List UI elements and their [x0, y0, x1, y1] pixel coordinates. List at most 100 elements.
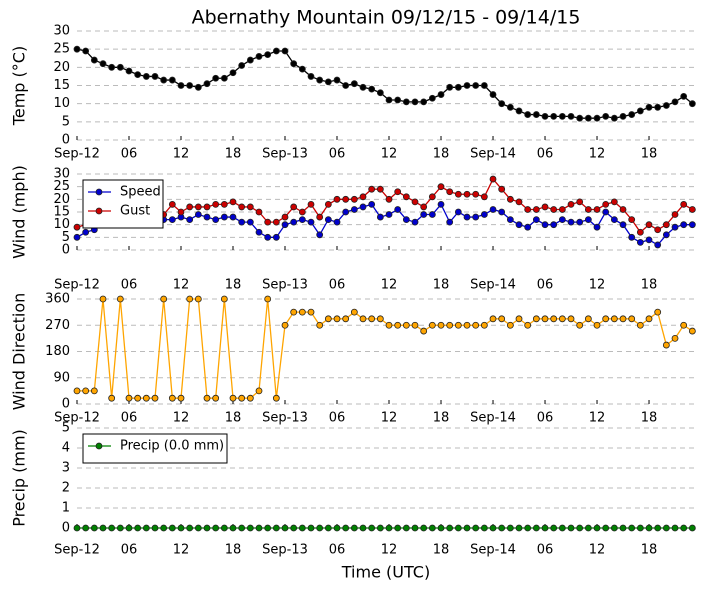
- data-point: [593, 321, 601, 329]
- y-axis-label: Temp (°C): [10, 46, 29, 126]
- data-point: [584, 114, 592, 122]
- data-point: [550, 315, 558, 323]
- data-point: [602, 524, 610, 532]
- data-point: [125, 394, 133, 402]
- y-tick-label: 0: [62, 133, 70, 148]
- data-point: [342, 208, 350, 216]
- data-point: [515, 315, 523, 323]
- data-point: [99, 524, 107, 532]
- y-tick-label: 270: [45, 318, 70, 333]
- data-point: [662, 102, 670, 109]
- x-tick-label: 18: [433, 543, 450, 558]
- data-point: [506, 195, 514, 203]
- y-tick-label: 10: [53, 96, 70, 111]
- data-point: [602, 200, 610, 208]
- data-point: [298, 65, 306, 73]
- data-point: [73, 387, 81, 395]
- data-point: [368, 185, 376, 193]
- data-point: [142, 394, 150, 402]
- data-point: [593, 223, 601, 231]
- data-point: [272, 524, 280, 532]
- x-tick-label: 18: [433, 278, 450, 293]
- y-tick-label: 180: [45, 344, 70, 359]
- data-point: [359, 83, 367, 91]
- data-point: [584, 206, 592, 213]
- y-tick-label: 10: [53, 217, 70, 232]
- data-point: [428, 193, 436, 201]
- data-point: [662, 231, 670, 239]
- x-tick-label: 18: [433, 411, 450, 426]
- y-tick-label: 90: [53, 370, 70, 385]
- x-tick-label: 06: [121, 411, 138, 426]
- x-tick-label: 06: [329, 411, 346, 426]
- data-point: [290, 308, 298, 316]
- data-point: [203, 394, 211, 402]
- data-point: [480, 82, 488, 89]
- data-point: [368, 200, 376, 208]
- data-point: [402, 524, 410, 532]
- data-point: [558, 315, 566, 323]
- data-point: [82, 228, 90, 236]
- data-point: [411, 524, 419, 532]
- data-point: [498, 100, 506, 108]
- data-point: [220, 213, 228, 221]
- data-point: [151, 73, 159, 80]
- data-point: [550, 524, 558, 532]
- y-tick-label: 3: [62, 461, 70, 476]
- legend-box: [82, 179, 164, 229]
- data-point: [246, 394, 254, 402]
- data-point: [186, 203, 194, 211]
- data-point: [610, 216, 618, 224]
- data-point: [90, 56, 98, 64]
- data-point: [307, 200, 315, 208]
- data-point: [368, 85, 376, 93]
- data-point: [437, 183, 445, 191]
- data-point: [229, 69, 237, 77]
- data-point: [688, 100, 696, 108]
- x-tick-label: 18: [225, 543, 242, 558]
- data-point: [567, 200, 575, 208]
- data-point: [108, 63, 116, 71]
- data-point: [498, 185, 506, 193]
- data-point: [142, 524, 150, 532]
- data-point: [593, 114, 601, 122]
- data-point: [212, 216, 220, 224]
- data-point: [532, 206, 540, 213]
- y-tick-label: 5: [62, 114, 70, 129]
- data-point: [662, 341, 670, 349]
- data-point: [558, 216, 566, 224]
- data-point: [203, 524, 211, 532]
- data-point: [108, 524, 116, 532]
- data-point: [324, 216, 332, 224]
- data-point: [82, 47, 90, 55]
- data-point: [281, 47, 289, 55]
- data-point: [333, 195, 341, 203]
- data-point: [281, 221, 289, 229]
- data-point: [411, 321, 419, 329]
- data-point: [489, 315, 497, 323]
- data-point: [186, 524, 194, 532]
- data-point: [558, 112, 566, 120]
- data-point: [506, 216, 514, 224]
- data-point: [463, 82, 471, 89]
- data-point: [498, 315, 506, 323]
- x-tick-label: Sep-14: [470, 411, 516, 426]
- data-point: [567, 112, 575, 120]
- data-point: [203, 80, 211, 88]
- data-point: [194, 524, 202, 532]
- data-point: [281, 524, 289, 532]
- x-tick-label: 12: [381, 278, 398, 293]
- data-point: [134, 394, 142, 402]
- data-point: [342, 82, 350, 89]
- data-point: [437, 200, 445, 208]
- data-point: [333, 76, 341, 84]
- data-point: [272, 233, 280, 241]
- data-point: [402, 98, 410, 106]
- y-tick-label: 20: [53, 192, 70, 207]
- data-point: [654, 103, 662, 111]
- data-point: [506, 321, 514, 329]
- data-point: [238, 394, 246, 402]
- data-point: [194, 211, 202, 218]
- data-point: [472, 190, 480, 198]
